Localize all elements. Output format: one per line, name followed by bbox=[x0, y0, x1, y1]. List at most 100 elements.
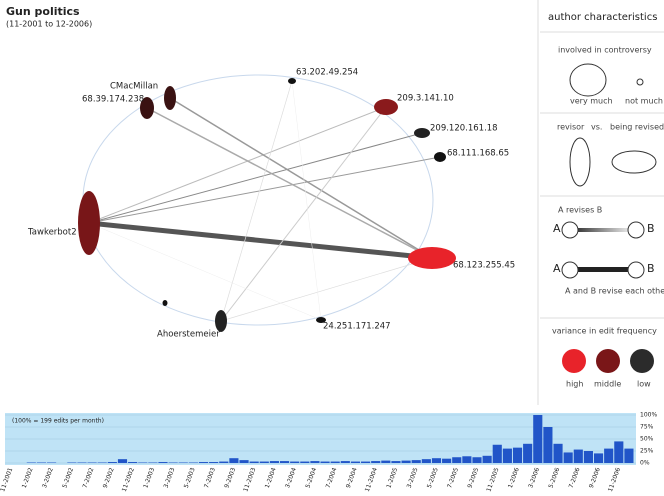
legend-label: B bbox=[647, 222, 655, 235]
bar bbox=[482, 455, 492, 463]
legend-label: B bbox=[647, 262, 655, 275]
node bbox=[316, 317, 326, 323]
legend-shape bbox=[569, 137, 591, 187]
node-label: 68.111.168.65 bbox=[447, 149, 509, 159]
y-tick-label: 0% bbox=[640, 460, 650, 467]
bar bbox=[350, 461, 361, 463]
node bbox=[164, 86, 176, 110]
edge bbox=[220, 257, 433, 322]
legend-shape bbox=[636, 78, 644, 86]
node bbox=[288, 78, 296, 84]
legend-shape bbox=[611, 150, 657, 174]
legend-heading: A revises B bbox=[558, 206, 602, 215]
bar bbox=[492, 444, 502, 463]
bar bbox=[310, 461, 320, 463]
legend-label: low bbox=[637, 380, 651, 389]
legend-swatch bbox=[562, 349, 586, 373]
bar bbox=[583, 451, 593, 463]
node-label: Ahoerstemeier bbox=[157, 330, 220, 340]
legend-label: being revised bbox=[610, 123, 664, 132]
legend-node bbox=[627, 221, 645, 239]
legend-node bbox=[627, 261, 645, 279]
bar bbox=[107, 462, 117, 463]
node-label: 24.251.171.247 bbox=[323, 322, 391, 332]
edge bbox=[291, 80, 322, 321]
bar bbox=[361, 461, 371, 463]
legend-swatch bbox=[630, 349, 654, 373]
bar bbox=[472, 457, 482, 463]
bar bbox=[614, 441, 624, 463]
edge bbox=[88, 106, 387, 224]
node bbox=[78, 191, 100, 255]
bar bbox=[442, 458, 452, 463]
bar bbox=[533, 415, 543, 463]
bar bbox=[553, 443, 563, 463]
bar bbox=[401, 460, 411, 463]
bar bbox=[411, 460, 421, 463]
bar bbox=[219, 461, 229, 463]
y-tick-label: 50% bbox=[640, 436, 654, 443]
bar bbox=[117, 459, 128, 463]
node-label: 68.39.174.238 bbox=[82, 95, 144, 105]
bar bbox=[249, 461, 259, 463]
legend-swatch bbox=[596, 349, 620, 373]
bar bbox=[604, 448, 614, 463]
edge bbox=[88, 132, 423, 224]
node-label: CMacMillan bbox=[110, 82, 158, 92]
legend-title: author characteristics bbox=[548, 12, 657, 23]
y-tick-label: 75% bbox=[640, 424, 654, 431]
bar bbox=[593, 453, 604, 463]
bar bbox=[421, 459, 431, 463]
node bbox=[140, 97, 154, 119]
node bbox=[215, 310, 227, 332]
bar bbox=[543, 427, 553, 463]
node-label: 209.120.161.18 bbox=[430, 124, 498, 134]
node bbox=[434, 152, 446, 162]
legend-label: high bbox=[566, 380, 583, 389]
bar bbox=[452, 457, 462, 463]
edge bbox=[169, 97, 433, 259]
node bbox=[374, 99, 398, 115]
nodes: CMacMillan 68.39.174.238 63.202.49.254 209.… bbox=[27, 68, 515, 340]
bar bbox=[624, 448, 634, 463]
bar bbox=[512, 447, 523, 463]
bar bbox=[239, 460, 249, 463]
y-tick-label: 25% bbox=[640, 448, 654, 455]
bar bbox=[229, 458, 239, 463]
bar bbox=[259, 461, 269, 463]
edges bbox=[88, 80, 441, 322]
timeline-note: (100% = 199 edits per month) bbox=[12, 418, 104, 425]
bar bbox=[198, 462, 209, 463]
legend-node bbox=[561, 261, 579, 279]
bar bbox=[269, 461, 279, 463]
y-tick-label: 100% bbox=[640, 412, 657, 419]
bar bbox=[431, 458, 442, 463]
bar bbox=[128, 462, 138, 463]
edge bbox=[88, 222, 322, 321]
legend-edge bbox=[570, 228, 636, 232]
bar bbox=[279, 461, 290, 463]
legend-label: revisor bbox=[557, 123, 585, 132]
legend-label: A bbox=[553, 262, 561, 275]
node bbox=[162, 300, 168, 306]
legend-shape bbox=[569, 63, 607, 97]
bar bbox=[158, 462, 168, 463]
bar bbox=[381, 460, 391, 463]
subtitle: (11-2001 to 12-2006) bbox=[6, 20, 92, 29]
bar bbox=[523, 443, 533, 463]
bar bbox=[391, 461, 401, 463]
edge bbox=[220, 106, 387, 322]
legend-edge bbox=[570, 267, 636, 272]
node-label: Tawkerbot2 bbox=[27, 228, 77, 238]
legend-label: not much bbox=[625, 97, 663, 106]
bar bbox=[340, 461, 350, 463]
bar bbox=[462, 456, 472, 463]
edge bbox=[88, 156, 441, 224]
legend-node bbox=[561, 221, 579, 239]
edge bbox=[146, 107, 433, 259]
bar bbox=[290, 461, 300, 463]
bar bbox=[300, 461, 310, 463]
bar bbox=[209, 462, 219, 463]
bar bbox=[371, 461, 381, 463]
